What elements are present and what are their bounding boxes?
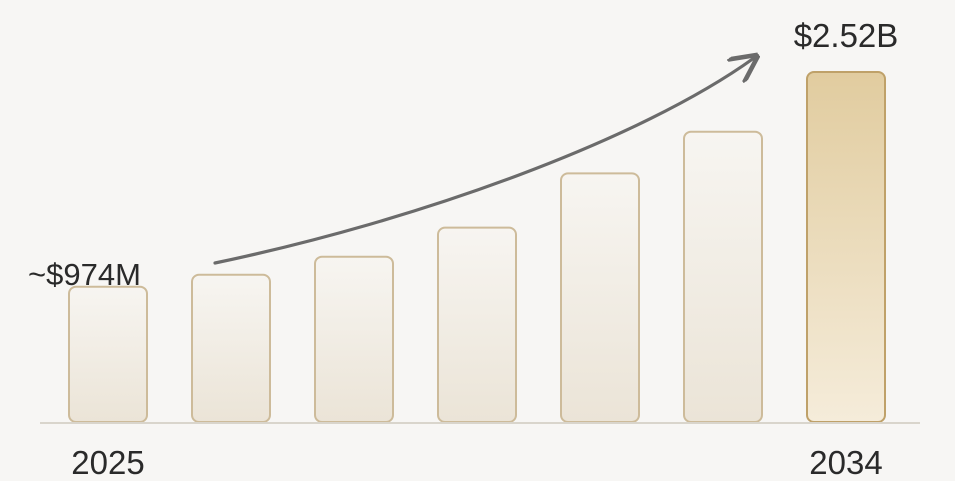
bar-2 — [191, 273, 271, 423]
x-tick-first: 2025 — [71, 444, 144, 481]
bar-7 — [806, 71, 886, 423]
bar-6 — [683, 130, 763, 423]
trend-arrow — [213, 58, 754, 265]
bar-3 — [314, 255, 394, 424]
bar-4 — [437, 226, 517, 423]
start-value-label: ~$974M — [28, 257, 141, 292]
x-tick-last: 2034 — [809, 444, 882, 481]
bar-5 — [560, 172, 640, 423]
bar-1 — [68, 285, 148, 424]
end-value-label: $2.52B — [794, 17, 899, 54]
bars — [68, 71, 886, 424]
